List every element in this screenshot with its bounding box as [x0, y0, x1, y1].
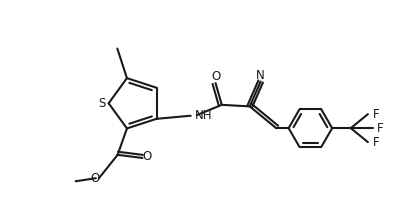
Text: O: O [211, 70, 220, 83]
Text: NH: NH [195, 109, 212, 122]
Text: O: O [91, 172, 100, 185]
Text: F: F [377, 122, 384, 135]
Text: O: O [142, 150, 152, 163]
Text: S: S [98, 97, 105, 110]
Text: F: F [372, 108, 379, 121]
Text: N: N [256, 69, 265, 82]
Text: F: F [372, 136, 379, 149]
